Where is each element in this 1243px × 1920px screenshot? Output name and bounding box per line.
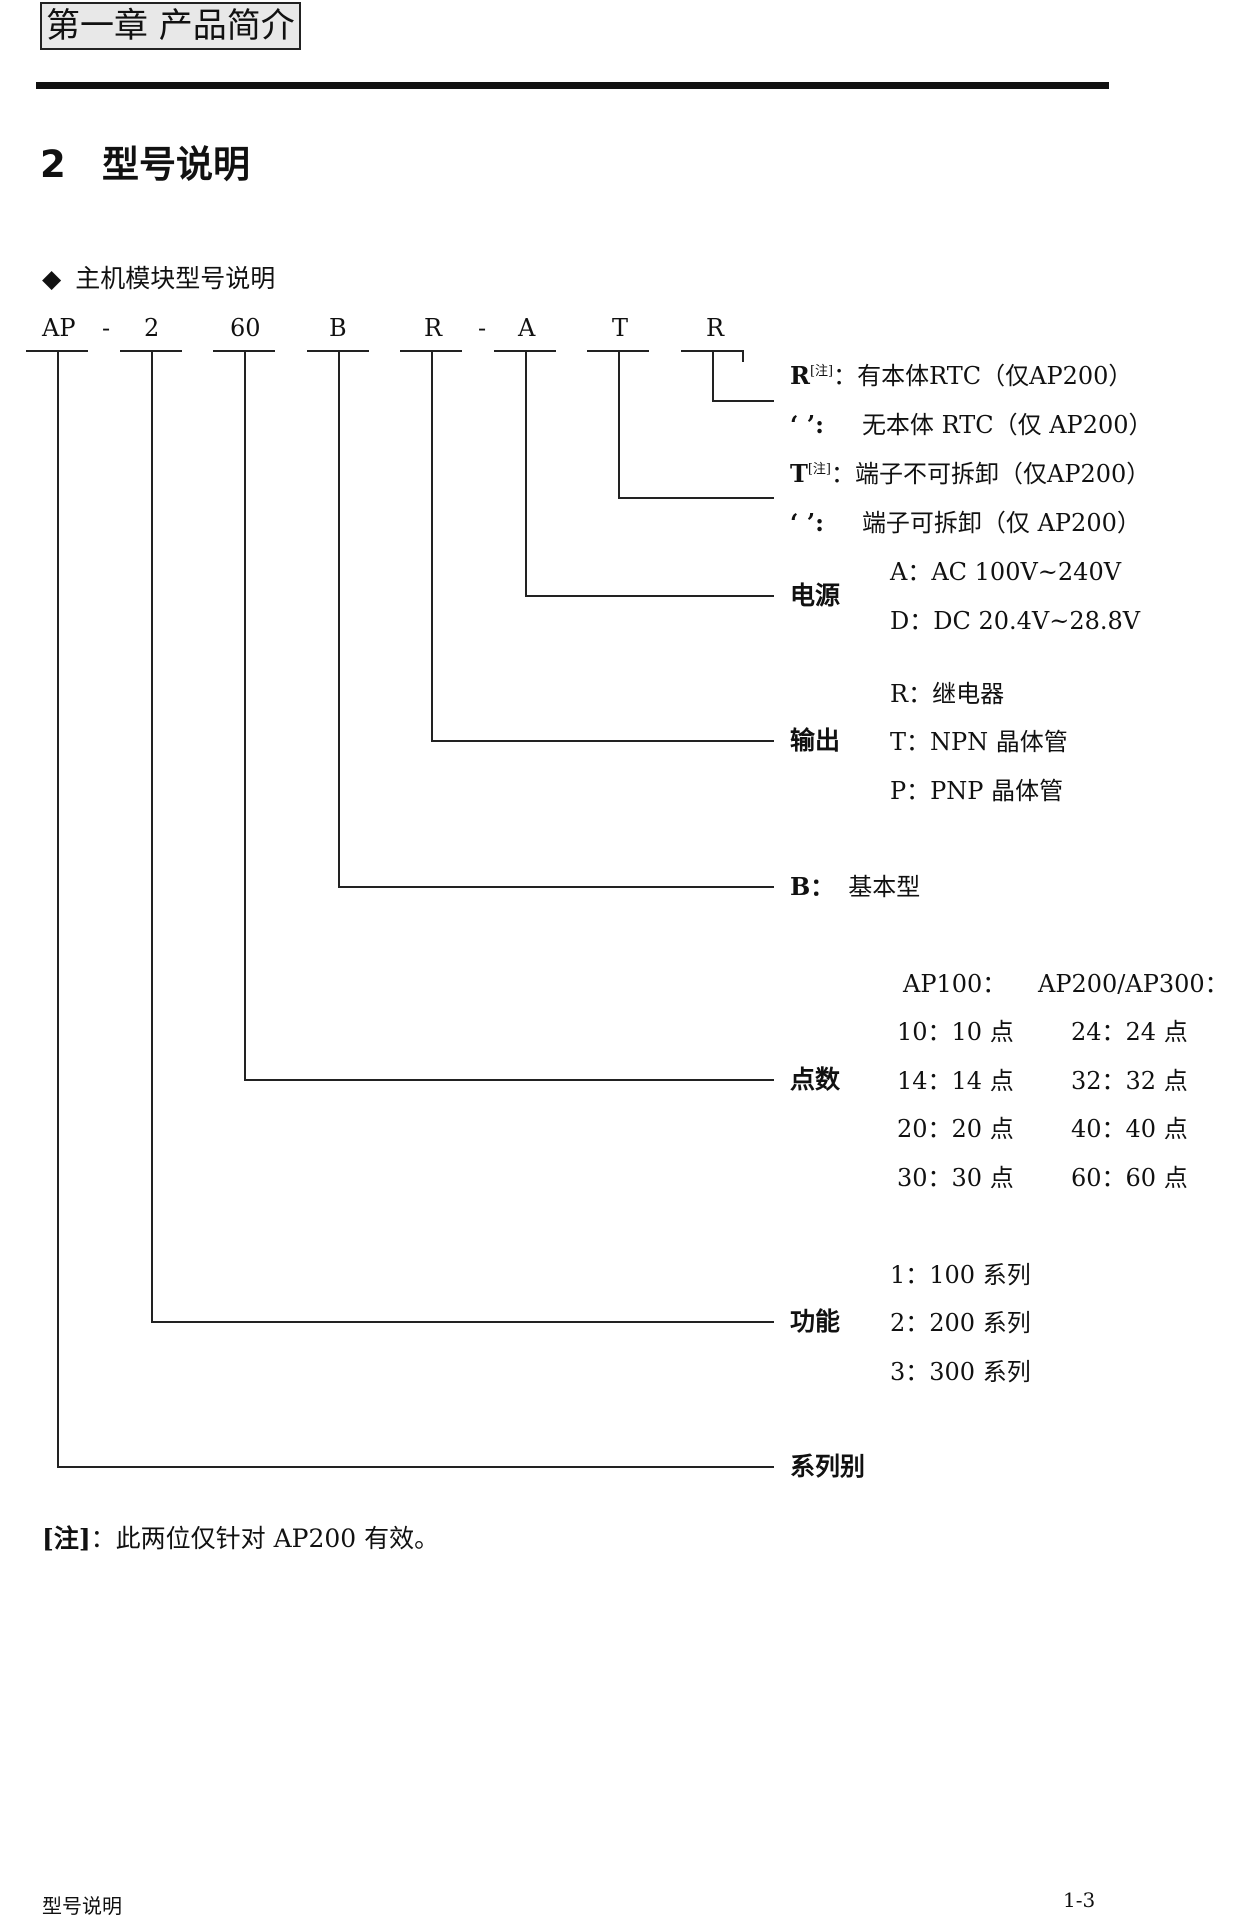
connector-type-v: [338, 350, 340, 886]
section-title-text: 型号说明: [102, 143, 250, 186]
terminal-option-t: T[注]：端子不可拆卸（仅AP200）: [790, 458, 1150, 490]
connector-output-h: [431, 740, 774, 742]
connector-points-v: [244, 350, 246, 1079]
code-segment-points: 60: [230, 314, 261, 342]
power-label: 电源: [790, 581, 841, 610]
points-option: 30：30 点: [897, 1164, 1014, 1192]
terminal-blank-label: ‘ ’:: [790, 508, 824, 537]
output-option-pnp: P：PNP 晶体管: [890, 777, 1064, 805]
code-separator: -: [478, 314, 487, 342]
terminal-blank-text: 端子可拆卸（仅 AP200）: [861, 509, 1141, 537]
terminal-option-blank: ‘ ’: 端子可拆卸（仅 AP200）: [790, 507, 1141, 539]
connector-series-v: [57, 350, 59, 1466]
output-option-relay: R：继电器: [890, 680, 1005, 708]
code-segment-type: B: [329, 314, 347, 342]
code-segment-series: AP: [42, 314, 76, 342]
points-col1-header: AP100：: [903, 970, 1007, 998]
code-segment-terminal: T: [612, 314, 629, 342]
function-option: 2：200 系列: [890, 1309, 1031, 1337]
connector-function-h: [151, 1321, 774, 1323]
output-label: 输出: [790, 726, 841, 755]
points-col2-header: AP200/AP300：: [1038, 970, 1229, 998]
points-option: 24：24 点: [1071, 1018, 1188, 1046]
connector-rtc-v: [712, 350, 714, 400]
connector-rtc-tick: [742, 350, 744, 362]
rtc-option-blank: ‘ ’: 无本体 RTC（仅 AP200）: [790, 409, 1153, 441]
rtc-r-label: R: [790, 361, 810, 390]
function-option: 1：100 系列: [890, 1261, 1031, 1289]
rtc-option-r: R[注]：有本体RTC（仅AP200）: [790, 360, 1132, 392]
output-option-npn: T：NPN 晶体管: [890, 728, 1068, 756]
code-segment-function: 2: [144, 314, 160, 342]
connector-terminal-v: [618, 350, 620, 497]
type-option: B： 基本型: [790, 871, 920, 903]
subsection-heading: ◆ 主机模块型号说明: [42, 262, 275, 296]
code-segment-power: A: [518, 314, 536, 342]
connector-type-h: [338, 886, 774, 888]
connector-series-h: [57, 1466, 774, 1468]
code-segment-rtc: R: [706, 314, 725, 342]
connector-terminal-h: [618, 497, 774, 499]
rtc-blank-label: ‘ ’:: [790, 410, 824, 439]
footer-section-name: 型号说明: [42, 1894, 122, 1918]
type-text: 基本型: [848, 873, 921, 901]
code-segment-output: R: [424, 314, 443, 342]
points-option: 10：10 点: [897, 1018, 1014, 1046]
points-option: 32：32 点: [1071, 1067, 1188, 1095]
diamond-bullet-icon: ◆: [42, 264, 62, 293]
rtc-r-note: [注]: [809, 364, 834, 379]
connector-points-h: [244, 1079, 774, 1081]
points-option: 20：20 点: [897, 1115, 1014, 1143]
connector-output-v: [431, 350, 433, 740]
connector-rtc-h: [712, 400, 774, 402]
connector-power-h: [525, 595, 774, 597]
footnote-text: ：此两位仅针对 AP200 有效。: [90, 1524, 440, 1553]
connector-function-v: [151, 350, 153, 1321]
terminal-t-note: [注]: [807, 462, 832, 477]
footnote-label: [注]: [42, 1524, 91, 1553]
points-label: 点数: [790, 1065, 841, 1094]
function-label: 功能: [790, 1307, 841, 1336]
connector-power-v: [525, 350, 527, 595]
subsection-title: 主机模块型号说明: [75, 264, 276, 293]
points-option: 40：40 点: [1071, 1115, 1188, 1143]
section-title: 2 型号说明: [40, 140, 250, 190]
function-option: 3：300 系列: [890, 1358, 1031, 1386]
footnote: [注]：此两位仅针对 AP200 有效。: [42, 1523, 439, 1555]
series-label: 系列别: [790, 1452, 866, 1481]
type-label: B：: [790, 872, 835, 901]
terminal-t-label: T: [790, 459, 808, 488]
rtc-r-text: ：有本体RTC（仅AP200）: [833, 362, 1133, 390]
section-number: 2: [40, 143, 66, 186]
header-rule: [36, 82, 1109, 89]
power-option-dc: D：DC 20.4V~28.8V: [890, 607, 1141, 635]
power-option-ac: A：AC 100V~240V: [890, 558, 1122, 586]
code-separator: -: [102, 314, 111, 342]
chapter-header: 第一章 产品简介: [40, 2, 301, 50]
points-option: 60：60 点: [1071, 1164, 1188, 1192]
page-number: 1-3: [1063, 1888, 1096, 1912]
points-option: 14：14 点: [897, 1067, 1014, 1095]
terminal-t-text: ：端子不可拆卸（仅AP200）: [831, 460, 1151, 488]
rtc-blank-text: 无本体 RTC（仅 AP200）: [861, 411, 1153, 439]
